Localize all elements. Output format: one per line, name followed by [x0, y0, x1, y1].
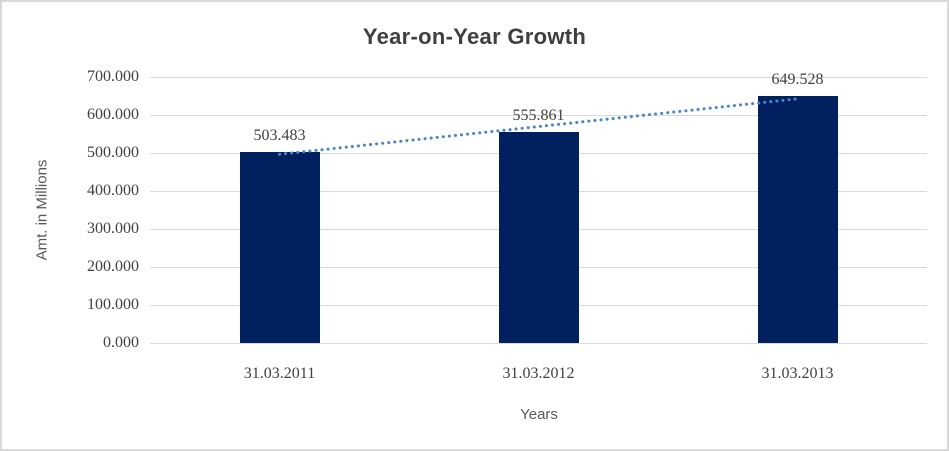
- bar-data-label: 555.861: [512, 106, 565, 124]
- x-tick-label: 31.03.2012: [502, 365, 575, 382]
- bar: [757, 96, 838, 343]
- bar: [498, 131, 579, 343]
- bar: [239, 151, 320, 343]
- gridline: [150, 343, 927, 344]
- chart-title: Year-on-Year Growth: [362, 24, 587, 49]
- y-tick-label: 300.000: [87, 220, 139, 237]
- gridline: [150, 77, 927, 78]
- y-tick-label: 600.000: [87, 106, 139, 123]
- bar-data-label: 649.528: [771, 71, 824, 89]
- y-tick-label: 700.000: [87, 68, 139, 85]
- bar-data-label: 503.483: [253, 126, 306, 144]
- y-tick-label: 500.000: [87, 144, 139, 161]
- y-tick-label: 200.000: [87, 258, 139, 275]
- y-tick-label: 100.000: [87, 296, 139, 313]
- x-axis-title: Years: [520, 406, 558, 423]
- y-tick-label: 0.000: [103, 334, 139, 351]
- y-tick-label: 400.000: [87, 182, 139, 199]
- x-tick-label: 31.03.2011: [243, 365, 316, 382]
- x-tick-label: 31.03.2013: [761, 365, 834, 382]
